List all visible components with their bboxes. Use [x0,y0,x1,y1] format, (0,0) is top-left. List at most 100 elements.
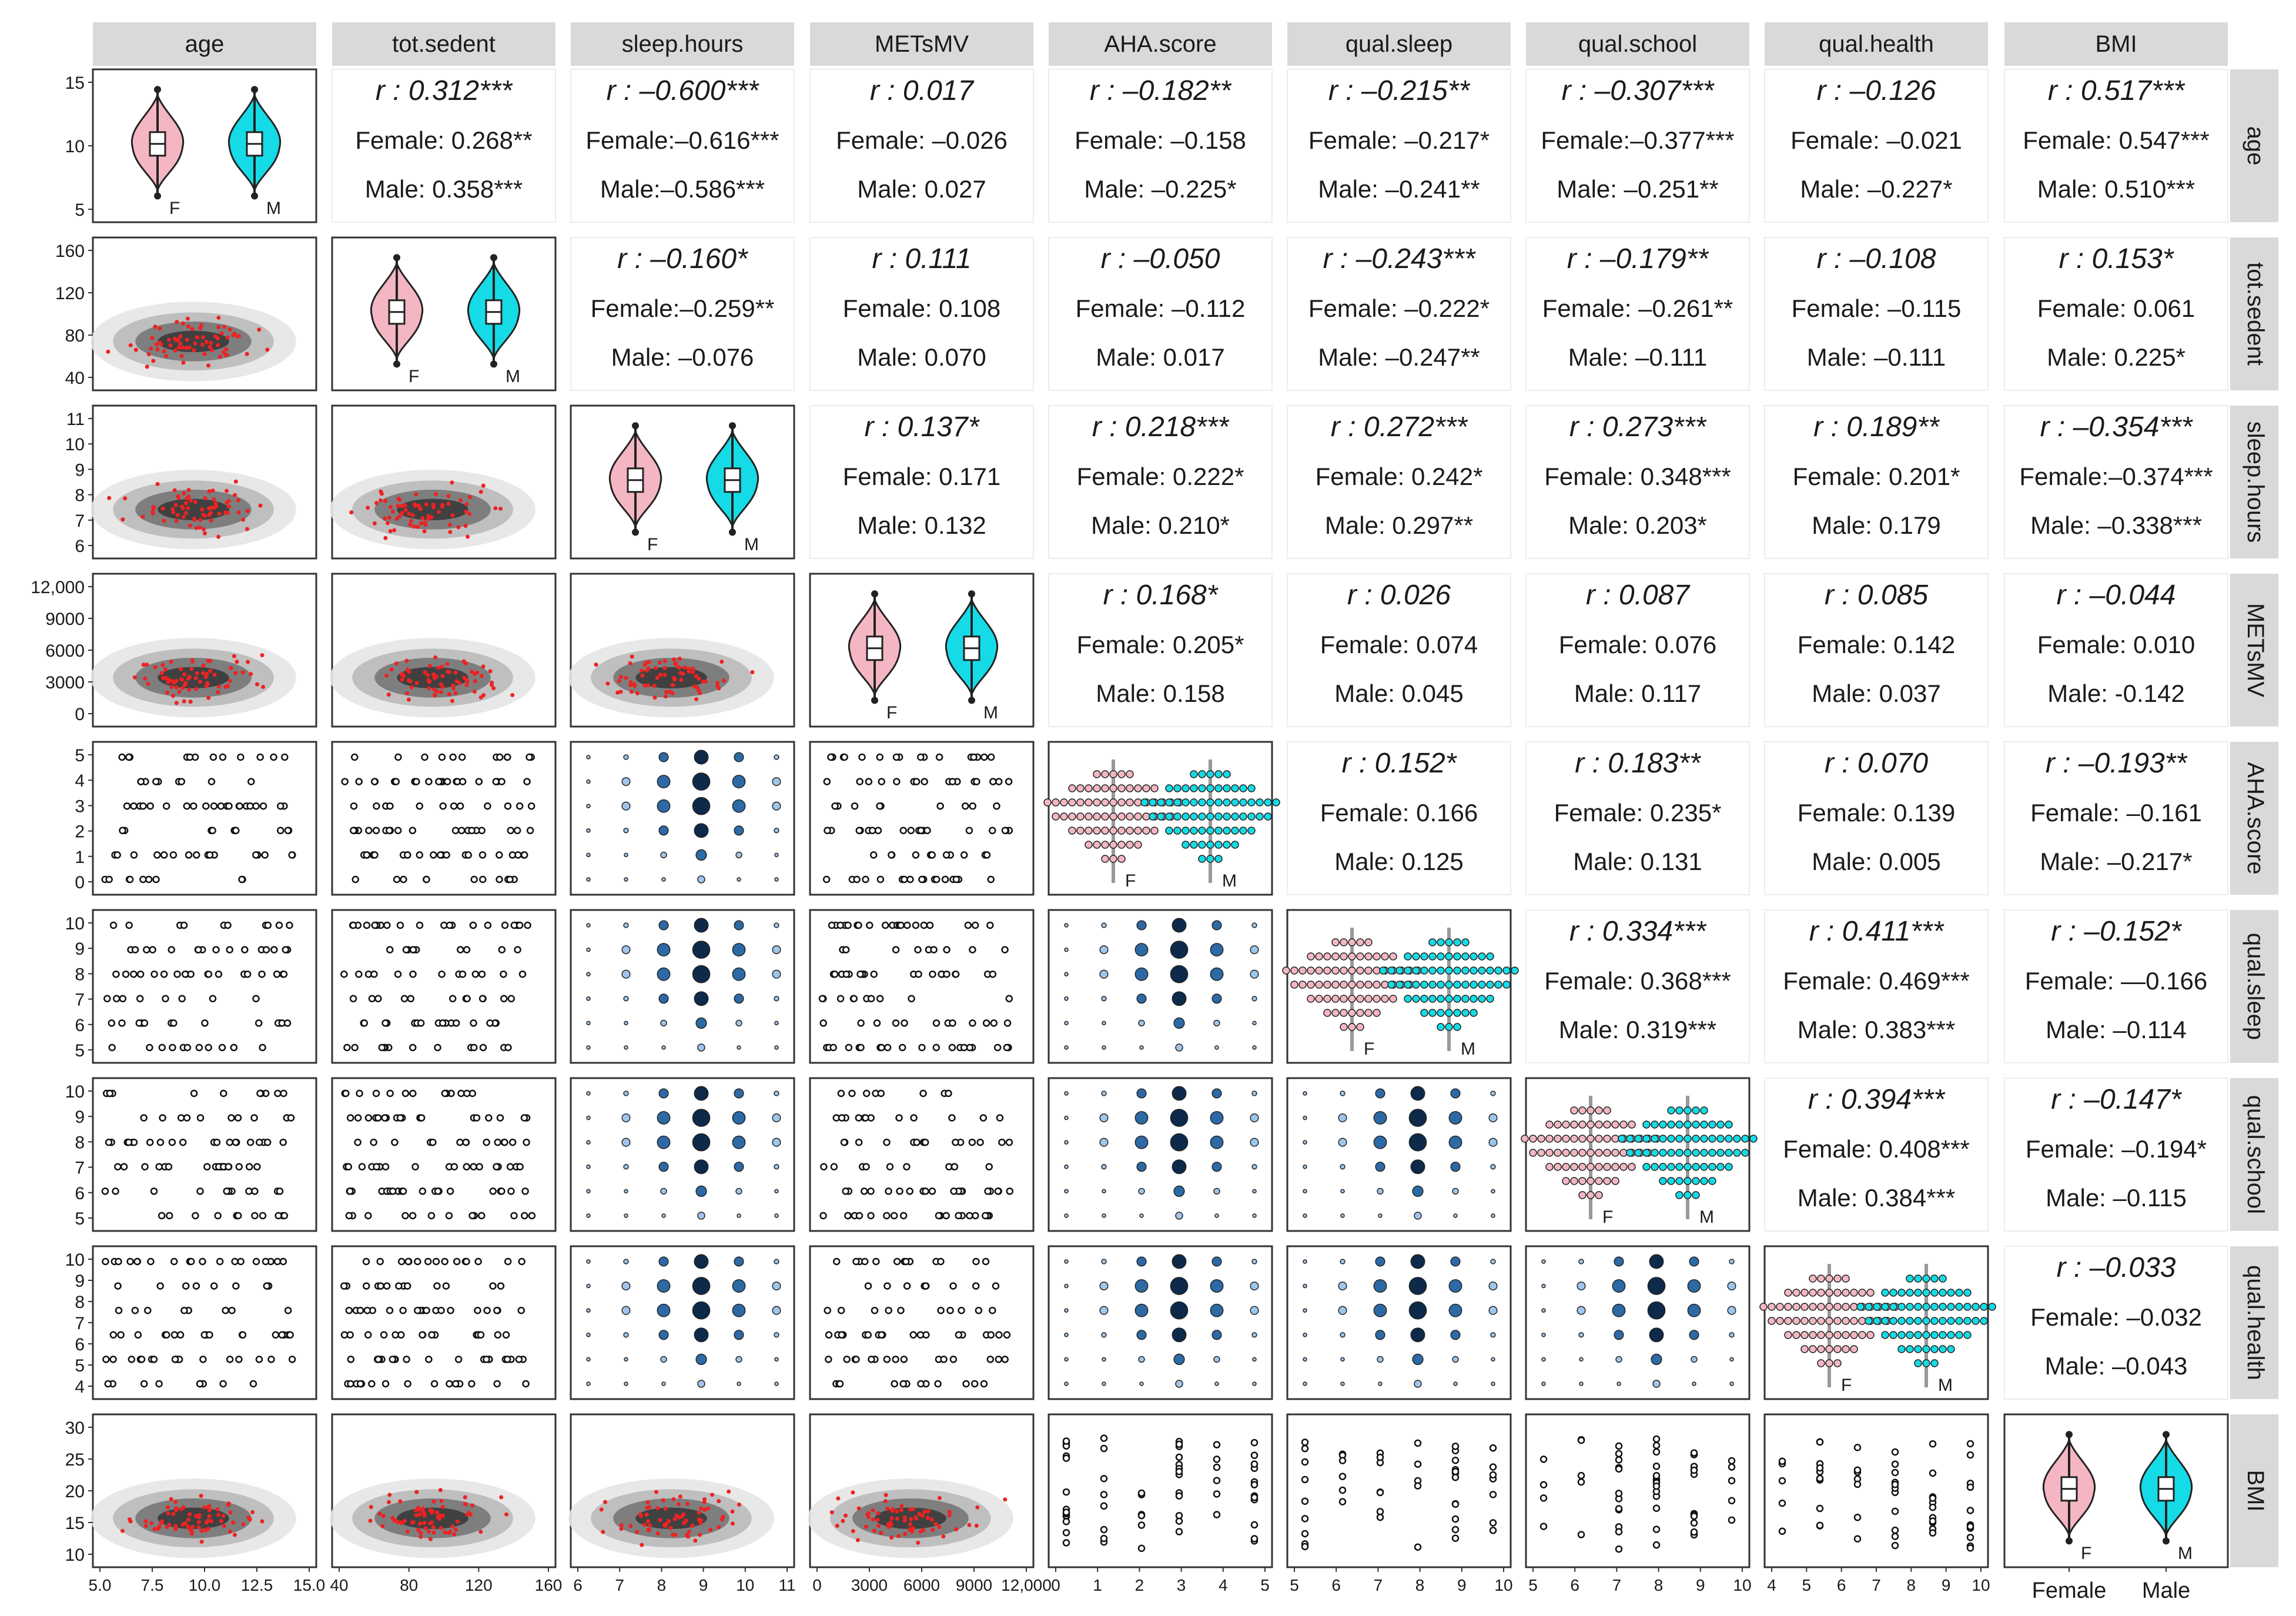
density-point [210,489,215,493]
panel-frame [570,909,795,1064]
strip-point [1175,1492,1183,1500]
male-letter: M [266,199,281,218]
female-swarm-dot [1850,1317,1858,1325]
density-point [433,692,437,697]
female-swarm-dot [1562,1163,1570,1171]
scatter-point [370,970,378,978]
panel-frame [570,404,795,560]
density-point [224,347,229,352]
scatter-point [346,1114,354,1122]
scatter-point [952,970,960,978]
scatter-point [239,1331,247,1339]
scatter-point [910,1114,918,1122]
strip-point [1338,1457,1347,1464]
scatter-point [210,1282,218,1290]
male-swarm-dot [1445,952,1453,961]
scatter-point [994,1187,1002,1195]
male-swarm-dot [1675,1120,1683,1129]
scatter-point [478,995,487,1003]
corr-female: Female: –0.112 [1076,295,1246,322]
scatter-point [209,995,217,1003]
scatter-point [456,946,464,953]
bubble-point [1303,1115,1307,1120]
male-swarm-dot [1922,1345,1930,1353]
male-violin-outlier [968,590,975,598]
scatter-point [823,778,831,785]
density-point [440,1513,445,1518]
density-point [698,1533,702,1537]
scatter-point [275,1212,282,1220]
panel-frame [92,741,317,896]
scatter-point [341,778,349,785]
female-swarm-dot [1784,1289,1792,1297]
scatter-point [478,1212,486,1220]
bubble-point [1729,1381,1734,1386]
density-point [133,347,138,352]
bubble-point [734,993,744,1004]
scatter-point [152,875,160,884]
bubble-point [623,996,629,1002]
bubble-point [1649,1327,1664,1343]
y-tick-label: 6 [75,1184,85,1203]
density-point [222,324,227,329]
density-point [699,1506,704,1511]
bubble-point [1541,1308,1546,1313]
density-point [655,675,660,680]
female-swarm-dot [1817,1359,1825,1367]
density-point [642,1523,647,1527]
bubble-point [586,1308,591,1313]
bubble-point [692,1109,711,1127]
scatter-point [425,778,433,785]
scatter-point [170,1257,178,1266]
scatter-point [130,802,138,810]
bubble-point [1172,918,1187,933]
bubble-point [1172,1086,1187,1101]
female-swarm-dot [1800,1331,1809,1339]
scatter-point [119,827,126,835]
density-point [391,509,396,514]
female-swarm-dot [1825,1317,1833,1325]
male-swarm-dot [1700,1120,1708,1129]
bubble-point [1578,1259,1584,1264]
density-point [463,1495,467,1500]
scatter-point [518,970,527,978]
female-swarm-dot [1842,1274,1850,1283]
strip-point [1301,1438,1309,1446]
bubble-point [1647,1301,1666,1320]
scatter-point [449,753,457,761]
scatter-point [381,1380,390,1388]
bubble-point [658,1330,669,1340]
strip-point [1615,1528,1623,1535]
y-tick-label: 10 [65,137,85,156]
scatter-point [350,802,358,810]
male-swarm-dot [1873,1303,1881,1311]
density-point [165,690,170,695]
density-point [926,1509,931,1514]
scatter-point [192,1282,200,1290]
male-swarm-dot [1231,784,1239,792]
scatter-point [950,1187,958,1195]
corr-panel-frame [1048,237,1273,391]
female-swarm-dot [1126,798,1134,807]
male-swarm-dot [1404,952,1412,961]
panel-frame [1525,1245,1751,1400]
corr-panel-frame [1525,237,1750,391]
top-strip [332,22,555,66]
y-tick-label: 120 [55,284,85,303]
male-swarm-dot [1214,812,1223,821]
scatter-point [346,1187,354,1195]
bubble-point [661,1213,666,1218]
density-point [433,492,438,497]
scatter-point [926,921,934,929]
male-swarm-dot [1914,1345,1922,1353]
scatter-point [1003,1331,1011,1339]
bubble-point [1213,1356,1220,1363]
strip-point [1414,1543,1422,1551]
corr-panel-frame [1764,237,1989,391]
scatter-point [918,875,926,884]
scatter-point [373,802,380,810]
bubble-point [734,1330,744,1340]
female-swarm-dot [1578,1177,1587,1185]
scatter-point [109,1331,118,1339]
x-tick-label: 4 [1767,1576,1776,1594]
